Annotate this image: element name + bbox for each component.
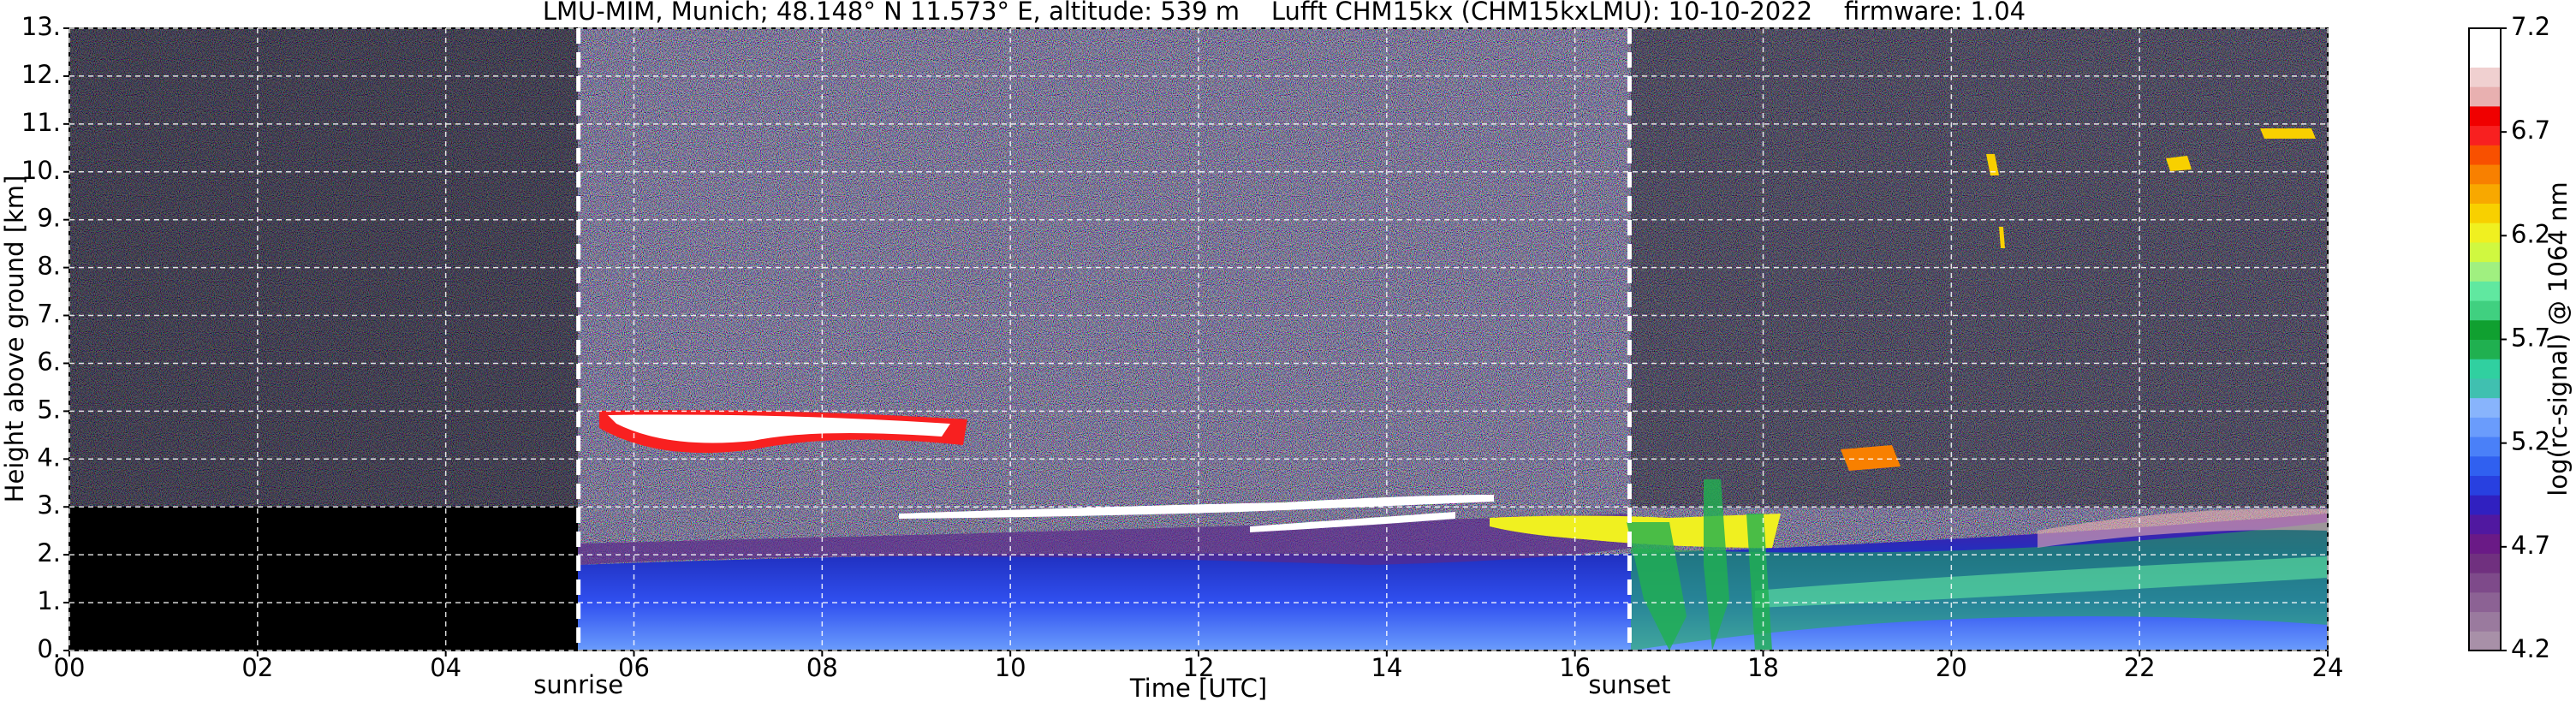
- x-tick-label: 18: [1747, 653, 1779, 682]
- x-tick-label: 10: [995, 653, 1026, 682]
- colorbar-segment: [2469, 125, 2501, 146]
- y-tick-label: 10.: [21, 156, 61, 185]
- colorbar-segment: [2469, 203, 2501, 223]
- x-tick-label: 04: [430, 653, 461, 682]
- colorbar-label: log(rc-signal) @ 1064 nm: [2543, 181, 2573, 496]
- x-tick-label: 20: [1936, 653, 1967, 682]
- colorbar-segment: [2469, 514, 2501, 535]
- colorbar-segment: [2469, 281, 2501, 301]
- colorbar-segment: [2469, 67, 2501, 87]
- y-tick-label: 2.: [37, 538, 61, 567]
- colorbar-segment: [2469, 533, 2501, 554]
- y-tick-label: 8.: [37, 252, 61, 281]
- colorbar-segment: [2469, 164, 2501, 185]
- colorbar-segment: [2469, 437, 2501, 457]
- y-tick-label: 5.: [37, 395, 61, 424]
- y-tick-label: 11.: [21, 108, 61, 137]
- chart-title: LMU-MIM, Munich; 48.148° N 11.573° E, al…: [543, 0, 2026, 26]
- colorbar-segment: [2469, 591, 2501, 613]
- cloud: [899, 495, 1494, 519]
- x-tick-label: 12: [1183, 653, 1215, 682]
- colorbar-segment: [2469, 455, 2501, 477]
- y-tick-label: 12.: [21, 60, 61, 89]
- colorbar-segment: [2469, 631, 2501, 651]
- night-layer: [1631, 28, 2328, 508]
- colorbar-segment: [2469, 47, 2501, 68]
- cloud: [1250, 512, 1455, 532]
- colorbar-tick-label: 5.7: [2511, 324, 2550, 353]
- colorbar-tick-label: 5.2: [2511, 427, 2550, 456]
- colorbar-segment: [2469, 417, 2501, 437]
- colorbar-segment: [2469, 339, 2501, 359]
- x-tick-label: 24: [2312, 653, 2344, 682]
- y-tick-label: 0.: [37, 634, 61, 663]
- aerosol-layer: [578, 514, 1631, 565]
- colorbar-segment: [2469, 86, 2501, 107]
- y-tick-label: 3.: [37, 490, 61, 520]
- colorbar-segment: [2469, 397, 2501, 418]
- x-tick-label: 16: [1559, 653, 1591, 682]
- x-tick-label: 22: [2124, 653, 2156, 682]
- colorbar-tick-label: 4.7: [2511, 531, 2550, 560]
- annotation-label: sunset: [1588, 670, 1670, 699]
- colorbar-tick-label: 6.7: [2511, 116, 2550, 145]
- x-axis-label: Time [UTC]: [1129, 674, 1267, 703]
- y-tick-label: 9.: [37, 204, 61, 233]
- colorbar-tick-label: 4.2: [2511, 634, 2550, 663]
- aerosol-layer: [2038, 508, 2328, 548]
- colorbar-segment: [2469, 475, 2501, 496]
- y-tick-label: 4.: [37, 443, 61, 472]
- y-tick-label: 6.: [37, 347, 61, 376]
- colorbar-segment: [2469, 553, 2501, 573]
- colorbar-segment: [2469, 495, 2501, 515]
- cloud: [1627, 479, 1772, 651]
- colorbar-segment: [2469, 145, 2501, 165]
- cloud: [608, 414, 950, 443]
- x-tick-label: 14: [1371, 653, 1402, 682]
- annotation-label: sunrise: [533, 670, 623, 699]
- colorbar-segment: [2469, 183, 2501, 204]
- colorbar-segment: [2469, 611, 2501, 632]
- y-axis-label: Height above ground [km]: [0, 175, 29, 503]
- y-tick-label: 1.: [37, 586, 61, 615]
- night-layer: [69, 507, 578, 651]
- cloud: [1841, 445, 1901, 471]
- colorbar-segment: [2469, 28, 2501, 49]
- colorbar-segment: [2469, 573, 2501, 593]
- colorbar-segment: [2469, 300, 2501, 321]
- x-tick-label: 00: [54, 653, 86, 682]
- colorbar-segment: [2469, 359, 2501, 379]
- x-tick-label: 02: [241, 653, 273, 682]
- colorbar-tick-label: 6.2: [2511, 219, 2550, 248]
- colorbar-segment: [2469, 223, 2501, 243]
- colorbar-segment: [2469, 319, 2501, 340]
- y-tick-label: 13.: [21, 12, 61, 41]
- colorbar-segment: [2469, 377, 2501, 399]
- colorbar-segment: [2469, 261, 2501, 282]
- colorbar-segment: [2469, 241, 2501, 263]
- colorbar-segment: [2469, 105, 2501, 127]
- noise: [578, 28, 1631, 542]
- y-tick-label: 7.: [37, 300, 61, 329]
- colorbar-tick-label: 7.2: [2511, 12, 2550, 41]
- x-tick-label: 08: [806, 653, 838, 682]
- aerosol-layer: [1755, 556, 2328, 608]
- x-tick-label: 06: [618, 653, 650, 682]
